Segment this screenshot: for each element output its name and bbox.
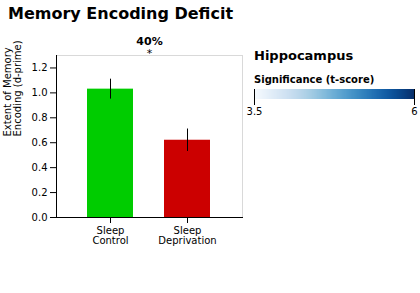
svg-text:6: 6 xyxy=(411,106,417,117)
svg-text:0.2: 0.2 xyxy=(32,187,48,198)
html-text:Hippocampus: Hippocampus xyxy=(254,48,354,63)
svg-text:0.8: 0.8 xyxy=(32,112,48,123)
svg-text:1.2: 1.2 xyxy=(32,62,48,73)
html-text:Memory Encoding Deficit: Memory Encoding Deficit xyxy=(8,4,234,23)
svg-text:40%: 40% xyxy=(136,35,163,49)
svg-text:SleepDeprivation: SleepDeprivation xyxy=(158,225,216,246)
svg-text:0.4: 0.4 xyxy=(32,162,48,173)
svg-text:3.5: 3.5 xyxy=(247,106,263,117)
svg-text:Significance (t-score): Significance (t-score) xyxy=(254,74,374,85)
svg-text:Extent of MemoryEncoding (d-pr: Extent of MemoryEncoding (d-prime) xyxy=(2,40,23,136)
svg-text:0.0: 0.0 xyxy=(32,212,48,223)
svg-text:0.6: 0.6 xyxy=(32,137,48,148)
svg-text:SleepControl: SleepControl xyxy=(92,225,128,246)
svg-text:*: * xyxy=(147,47,153,60)
svg-text:1.0: 1.0 xyxy=(32,87,48,98)
